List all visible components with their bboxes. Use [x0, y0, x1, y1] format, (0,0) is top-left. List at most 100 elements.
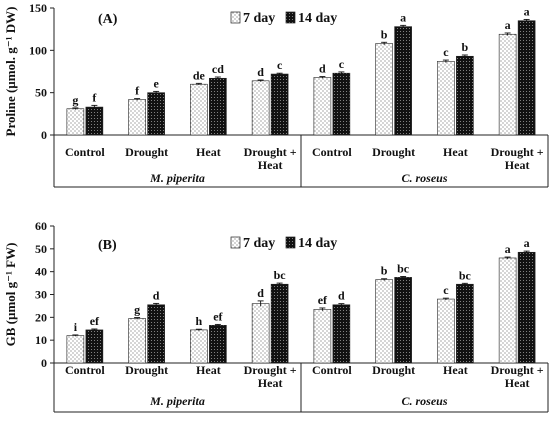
category-label: Heat	[196, 145, 221, 159]
category-label: Heat	[443, 145, 468, 159]
bar	[147, 92, 165, 136]
legend-swatch	[285, 11, 296, 24]
data-label: bc	[274, 268, 287, 282]
category-label: Drought + Heat	[244, 363, 297, 390]
data-label: d	[257, 286, 264, 300]
bar	[437, 298, 455, 364]
bar	[66, 108, 85, 136]
category-label: Drought	[125, 363, 168, 377]
data-label: c	[339, 57, 345, 71]
legend-label: 14 day	[298, 11, 337, 26]
data-label: d	[319, 62, 326, 76]
data-label: b	[381, 27, 388, 41]
data-label: a	[400, 10, 406, 24]
data-label: f	[135, 84, 140, 98]
legend-label: 7 day	[243, 236, 275, 251]
bar	[270, 73, 289, 136]
bar	[128, 99, 146, 136]
data-label: de	[193, 68, 206, 82]
legend-swatch	[285, 236, 296, 249]
data-label: a	[524, 4, 530, 18]
category-label: Control	[312, 145, 352, 159]
y-tick-label: 0	[41, 128, 47, 142]
data-label: a	[524, 236, 530, 250]
group-label: C. roseus	[401, 171, 447, 185]
y-tick-label: 10	[35, 333, 47, 347]
bar	[498, 33, 517, 136]
bar	[456, 55, 474, 136]
bar	[517, 251, 536, 364]
category-label: Drought + Heat	[491, 363, 544, 390]
bar	[190, 329, 208, 364]
y-tick-label: 50	[35, 242, 47, 256]
bar	[332, 304, 351, 364]
bar	[437, 61, 455, 136]
data-label: d	[257, 65, 264, 79]
bar	[332, 72, 351, 136]
data-label: f	[92, 90, 97, 104]
bar	[394, 26, 412, 136]
y-tick-label: 40	[35, 265, 47, 279]
category-label: Control	[312, 363, 352, 377]
data-label: ef	[318, 293, 328, 307]
group-label: M. piperita	[149, 394, 205, 408]
data-label: ef	[90, 314, 100, 328]
bar	[517, 20, 536, 136]
data-label: a	[505, 242, 511, 256]
category-label: Control	[65, 145, 105, 159]
y-tick-label: 50	[35, 86, 47, 100]
bar	[128, 318, 146, 364]
y-tick-label: 100	[29, 43, 47, 57]
bar	[85, 106, 104, 136]
bar	[147, 304, 165, 364]
bar	[313, 77, 332, 136]
bar	[251, 303, 270, 364]
data-label: bc	[397, 261, 410, 275]
group-label: M. piperita	[149, 171, 205, 185]
bar	[190, 83, 208, 136]
bar	[209, 77, 227, 136]
data-label: c	[443, 283, 449, 297]
category-label: Heat	[196, 363, 221, 377]
category-label: Heat	[443, 363, 468, 377]
data-label: g	[134, 303, 140, 317]
y-tick-label: 0	[41, 356, 47, 370]
bar	[456, 283, 474, 364]
category-label: Drought	[372, 145, 415, 159]
panel-label: (A)	[98, 12, 118, 27]
bar	[270, 283, 289, 364]
data-label: g	[72, 93, 78, 107]
group-label: C. roseus	[401, 394, 447, 408]
y-tick-label: 60	[35, 219, 47, 233]
category-label: Drought	[125, 145, 168, 159]
data-label: d	[153, 288, 160, 302]
legend-swatch	[230, 236, 241, 249]
legend-label: 14 day	[298, 236, 337, 251]
data-label: c	[443, 45, 449, 59]
bar	[66, 335, 85, 364]
y-tick-label: 150	[29, 1, 47, 15]
bar	[375, 43, 393, 136]
bar	[209, 325, 227, 364]
data-label: d	[338, 289, 345, 303]
y-axis-title: GB (µmol g⁻¹ FW)	[3, 243, 18, 347]
data-label: bc	[459, 268, 472, 282]
bar	[498, 257, 517, 364]
y-tick-label: 30	[35, 288, 47, 302]
y-axis-title: Proline (µmol. g⁻¹ DW)	[3, 7, 18, 137]
data-label: b	[462, 40, 469, 54]
category-label: Drought + Heat	[491, 145, 544, 172]
category-label: Drought	[372, 363, 415, 377]
y-tick-label: 20	[35, 310, 47, 324]
bar	[375, 279, 393, 364]
bar	[313, 309, 332, 364]
bar	[394, 277, 412, 364]
data-label: a	[505, 18, 511, 32]
data-label: h	[196, 314, 203, 328]
bar	[85, 329, 104, 364]
legend-swatch	[230, 11, 241, 24]
